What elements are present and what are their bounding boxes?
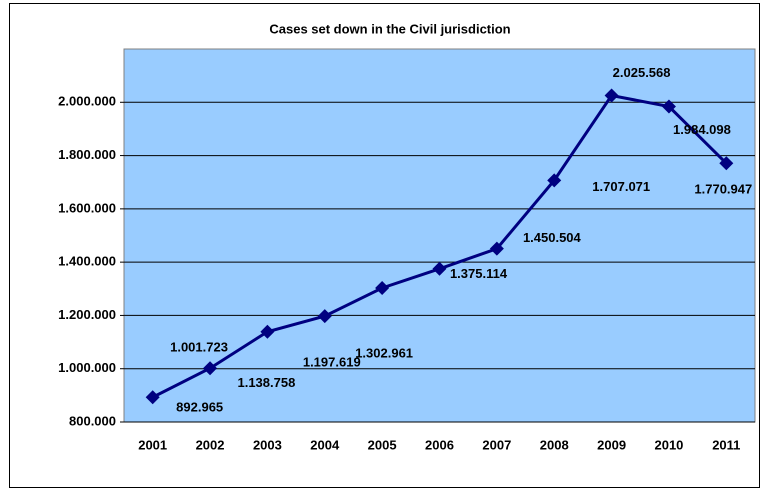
x-tick-label: 2009 <box>597 437 626 452</box>
y-tick-label: 1.600.000 <box>58 200 116 215</box>
y-tick-label: 1.000.000 <box>58 360 116 375</box>
x-tick-label: 2001 <box>138 437 167 452</box>
data-label: 1.707.071 <box>592 179 650 194</box>
data-point <box>661 99 676 114</box>
y-tick-label: 800.000 <box>69 413 116 428</box>
chart-title: Cases set down in the Civil jurisdiction <box>269 21 510 36</box>
data-label: 1.375.114 <box>450 266 508 281</box>
data-point <box>432 261 447 276</box>
y-tick-label: 2.000.000 <box>58 94 116 109</box>
x-tick-label: 2003 <box>253 437 282 452</box>
y-tick-label: 1.400.000 <box>58 254 116 269</box>
x-tick-label: 2011 <box>712 437 740 452</box>
y-tick-label: 1.200.000 <box>58 307 116 322</box>
data-label: 1.450.504 <box>523 230 582 245</box>
data-point <box>489 241 504 256</box>
data-point <box>375 280 390 295</box>
x-tick-label: 2006 <box>425 437 454 452</box>
data-point <box>145 390 160 405</box>
plot-area <box>123 48 756 423</box>
x-tick-label: 2007 <box>482 437 511 452</box>
data-label: 892.965 <box>176 400 223 415</box>
data-label: 2.025.568 <box>613 65 671 80</box>
x-tick-label: 2004 <box>310 437 340 452</box>
data-point <box>719 156 734 171</box>
data-label: 1.197.619 <box>303 355 361 370</box>
y-tick-label: 1.800.000 <box>58 147 116 162</box>
data-label: 1.138.758 <box>237 375 295 390</box>
data-point <box>260 324 275 339</box>
data-label: 1.001.723 <box>170 340 228 355</box>
data-point <box>547 173 562 188</box>
x-tick-label: 2010 <box>654 437 683 452</box>
data-point <box>317 309 332 324</box>
data-label: 1.770.947 <box>694 182 752 197</box>
data-point <box>604 88 619 103</box>
data-point <box>203 361 218 376</box>
data-label: 1.302.961 <box>355 345 413 360</box>
x-tick-label: 2002 <box>196 437 225 452</box>
x-tick-label: 2008 <box>540 437 569 452</box>
data-label: 1.984.098 <box>673 122 731 137</box>
x-tick-label: 2005 <box>368 437 397 452</box>
